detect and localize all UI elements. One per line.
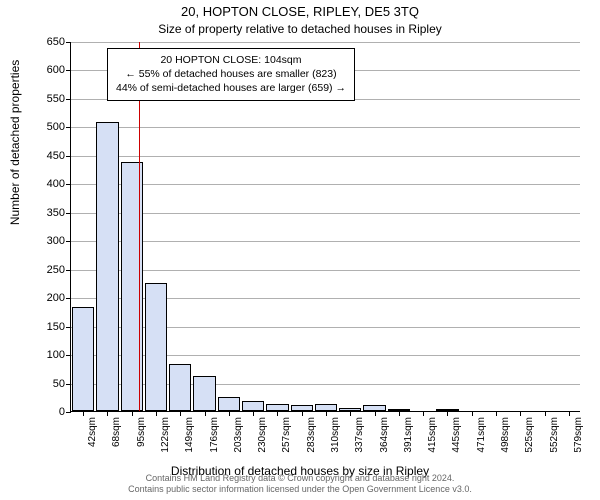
- ytick-label: 200: [47, 292, 65, 304]
- histogram-bar: [242, 401, 264, 411]
- xtick-label: 176sqm: [209, 417, 220, 453]
- xtick-label: 525sqm: [524, 417, 535, 453]
- ytick-mark: [66, 213, 71, 214]
- ytick-label: 350: [47, 207, 65, 219]
- ytick-mark: [66, 156, 71, 157]
- xtick-mark: [326, 411, 327, 416]
- ytick-label: 250: [47, 264, 65, 276]
- ytick-mark: [66, 127, 71, 128]
- xtick-mark: [472, 411, 473, 416]
- xtick-mark: [399, 411, 400, 416]
- xtick-mark: [180, 411, 181, 416]
- xtick-label: 230sqm: [257, 417, 268, 453]
- histogram-bar: [193, 376, 215, 411]
- ytick-mark: [66, 241, 71, 242]
- ytick-label: 450: [47, 150, 65, 162]
- ytick-mark: [66, 355, 71, 356]
- footer-line-2: Contains public sector information licen…: [0, 484, 600, 496]
- ytick-label: 150: [47, 321, 65, 333]
- ytick-mark: [66, 298, 71, 299]
- ytick-mark: [66, 412, 71, 413]
- xtick-label: 257sqm: [281, 417, 292, 453]
- chart-title-sub: Size of property relative to detached ho…: [0, 22, 600, 36]
- xtick-mark: [229, 411, 230, 416]
- xtick-label: 391sqm: [403, 417, 414, 453]
- gridline-h: [71, 213, 580, 214]
- ytick-label: 0: [59, 406, 65, 418]
- ytick-label: 500: [47, 121, 65, 133]
- ytick-mark: [66, 270, 71, 271]
- xtick-label: 203sqm: [233, 417, 244, 453]
- gridline-h: [71, 42, 580, 43]
- gridline-h: [71, 156, 580, 157]
- annotation-line: 44% of semi-detached houses are larger (…: [116, 81, 346, 95]
- xtick-label: 310sqm: [330, 417, 341, 453]
- xtick-label: 552sqm: [549, 417, 560, 453]
- property-size-histogram: 20, HOPTON CLOSE, RIPLEY, DE5 3TQ Size o…: [0, 0, 600, 500]
- ytick-label: 550: [47, 93, 65, 105]
- xtick-mark: [569, 411, 570, 416]
- ytick-mark: [66, 327, 71, 328]
- xtick-mark: [375, 411, 376, 416]
- ytick-mark: [66, 70, 71, 71]
- ytick-mark: [66, 99, 71, 100]
- gridline-h: [71, 270, 580, 271]
- annotation-line: 20 HOPTON CLOSE: 104sqm: [116, 53, 346, 67]
- annotation-line: ← 55% of detached houses are smaller (82…: [116, 67, 346, 81]
- xtick-mark: [205, 411, 206, 416]
- histogram-bar: [218, 397, 240, 411]
- xtick-label: 415sqm: [427, 417, 438, 453]
- histogram-bar: [72, 307, 94, 411]
- gridline-h: [71, 184, 580, 185]
- xtick-label: 364sqm: [379, 417, 390, 453]
- xtick-label: 337sqm: [354, 417, 365, 453]
- chart-title-main: 20, HOPTON CLOSE, RIPLEY, DE5 3TQ: [0, 4, 600, 19]
- xtick-mark: [545, 411, 546, 416]
- histogram-bar: [145, 283, 167, 411]
- xtick-label: 122sqm: [160, 417, 171, 453]
- xtick-label: 471sqm: [476, 417, 487, 453]
- chart-footer: Contains HM Land Registry data © Crown c…: [0, 473, 600, 496]
- ytick-label: 400: [47, 178, 65, 190]
- xtick-mark: [156, 411, 157, 416]
- xtick-mark: [350, 411, 351, 416]
- xtick-label: 445sqm: [451, 417, 462, 453]
- xtick-mark: [520, 411, 521, 416]
- plot-area: 0501001502002503003504004505005506006504…: [70, 42, 580, 412]
- xtick-mark: [83, 411, 84, 416]
- gridline-h: [71, 127, 580, 128]
- histogram-bar: [96, 122, 118, 411]
- ytick-label: 300: [47, 235, 65, 247]
- ytick-label: 100: [47, 349, 65, 361]
- y-axis-label: Number of detached properties: [8, 60, 22, 225]
- histogram-bar: [169, 364, 191, 411]
- footer-line-1: Contains HM Land Registry data © Crown c…: [0, 473, 600, 485]
- xtick-label: 498sqm: [500, 417, 511, 453]
- xtick-label: 68sqm: [111, 417, 122, 447]
- xtick-mark: [277, 411, 278, 416]
- ytick-mark: [66, 384, 71, 385]
- annotation-box: 20 HOPTON CLOSE: 104sqm← 55% of detached…: [107, 48, 355, 101]
- ytick-label: 50: [53, 378, 65, 390]
- ytick-label: 600: [47, 64, 65, 76]
- ytick-label: 650: [47, 36, 65, 48]
- histogram-bar: [266, 404, 288, 411]
- xtick-mark: [423, 411, 424, 416]
- gridline-h: [71, 241, 580, 242]
- xtick-mark: [447, 411, 448, 416]
- histogram-bar: [315, 404, 337, 411]
- ytick-mark: [66, 42, 71, 43]
- xtick-mark: [496, 411, 497, 416]
- xtick-mark: [302, 411, 303, 416]
- xtick-label: 579sqm: [573, 417, 584, 453]
- xtick-label: 95sqm: [136, 417, 147, 447]
- xtick-label: 42sqm: [87, 417, 98, 447]
- ytick-mark: [66, 184, 71, 185]
- xtick-mark: [132, 411, 133, 416]
- xtick-label: 149sqm: [184, 417, 195, 453]
- xtick-mark: [107, 411, 108, 416]
- xtick-mark: [253, 411, 254, 416]
- xtick-label: 283sqm: [306, 417, 317, 453]
